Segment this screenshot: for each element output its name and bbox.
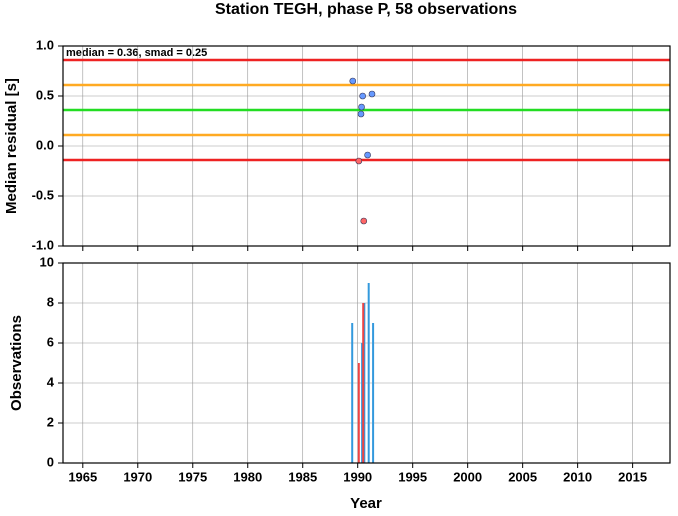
x-axis-label: Year xyxy=(350,495,382,511)
x-tick-label: 1985 xyxy=(288,469,317,484)
data-point xyxy=(364,151,371,159)
bar xyxy=(361,343,364,463)
data-point xyxy=(358,103,365,111)
bar xyxy=(372,323,375,463)
y-tick-label: 4 xyxy=(47,374,55,389)
y-tick-label: -1.0 xyxy=(32,237,54,252)
y-tick-label: 8 xyxy=(47,294,54,309)
y-axis-label: Median residual [s] xyxy=(3,78,20,214)
x-tick-label: 1965 xyxy=(68,469,97,484)
annotation: median = 0.36, smad = 0.25 xyxy=(66,47,207,59)
y-tick-label: 0.5 xyxy=(36,87,54,102)
bar xyxy=(357,363,360,463)
chart-title: Station TEGH, phase P, 58 observations xyxy=(215,1,517,18)
bar xyxy=(351,323,354,463)
data-point xyxy=(349,77,357,85)
data-point xyxy=(355,157,363,165)
y-axis-label: Observations xyxy=(8,315,25,411)
y-tick-label: 1.0 xyxy=(36,37,54,52)
y-tick-label: -0.5 xyxy=(32,187,54,202)
x-tick-label: 1975 xyxy=(178,469,207,484)
x-tick-label: 2005 xyxy=(508,469,537,484)
data-point xyxy=(359,92,366,100)
x-tick-label: 1980 xyxy=(233,469,262,484)
x-tick-label: 2015 xyxy=(618,469,647,484)
data-point xyxy=(357,110,365,118)
plot-frame xyxy=(62,45,671,247)
bar xyxy=(363,303,366,463)
x-tick-label: 2010 xyxy=(563,469,592,484)
x-tick-label: 1970 xyxy=(123,469,152,484)
plot-frame xyxy=(62,262,671,464)
y-tick-label: 6 xyxy=(47,334,54,349)
y-tick-label: 0 xyxy=(47,454,54,469)
y-tick-label: 2 xyxy=(47,414,54,429)
y-tick-label: 0.0 xyxy=(36,137,54,152)
data-point xyxy=(368,90,376,98)
y-tick-label: 10 xyxy=(40,254,54,269)
x-tick-label: 1990 xyxy=(343,469,372,484)
x-tick-label: 2000 xyxy=(453,469,482,484)
data-point xyxy=(360,217,368,225)
bar xyxy=(367,283,370,463)
bar xyxy=(362,303,365,463)
x-tick-label: 1995 xyxy=(398,469,427,484)
